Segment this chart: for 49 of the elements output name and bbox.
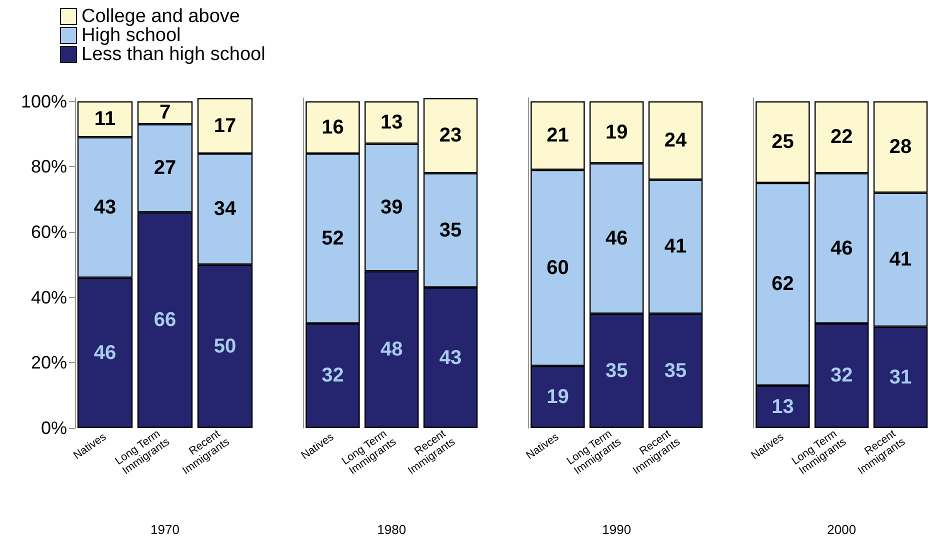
- x-axis-title: 2000: [827, 522, 856, 537]
- data-label: 35: [439, 219, 462, 242]
- y-tick-label: 40%: [30, 287, 67, 308]
- data-label: 43: [94, 196, 116, 218]
- y-tick-label: 0%: [40, 418, 67, 438]
- data-label: 43: [439, 346, 462, 369]
- data-label: 19: [605, 121, 628, 144]
- data-label: 17: [214, 114, 236, 137]
- y-tick-label: 20%: [30, 352, 67, 373]
- legend-label: High school: [82, 25, 181, 46]
- data-label: 46: [830, 237, 853, 260]
- data-label: 27: [154, 157, 176, 180]
- data-label: 39: [380, 196, 403, 218]
- data-label: 13: [380, 112, 403, 134]
- y-tick-label: 80%: [30, 156, 67, 177]
- data-label: 32: [830, 364, 853, 387]
- data-label: 19: [546, 386, 569, 408]
- data-label: 22: [830, 126, 853, 148]
- x-axis-title: 1990: [602, 522, 632, 537]
- data-label: 24: [664, 129, 688, 152]
- legend-label: Less than high school: [82, 44, 266, 65]
- legend-label: College and above: [82, 6, 240, 27]
- data-label: 46: [605, 227, 628, 250]
- data-label: 35: [605, 360, 628, 382]
- data-label: 32: [322, 364, 344, 387]
- x-axis-title: 1980: [377, 522, 406, 537]
- y-tick-label: 100%: [20, 91, 67, 112]
- data-label: 28: [889, 136, 912, 158]
- data-label: 46: [94, 342, 116, 364]
- data-label: 52: [322, 227, 344, 250]
- data-label: 35: [664, 360, 687, 382]
- y-tick-label: 60%: [30, 222, 67, 242]
- data-label: 62: [772, 273, 794, 296]
- data-label: 13: [772, 396, 794, 418]
- data-label: 11: [94, 108, 116, 130]
- data-label: 23: [439, 124, 462, 147]
- data-label: 25: [772, 131, 794, 154]
- x-axis-title: 1970: [150, 522, 180, 537]
- data-label: 48: [380, 338, 403, 361]
- data-label: 34: [214, 198, 237, 220]
- data-label: 7: [159, 102, 171, 124]
- data-label: 41: [889, 248, 912, 271]
- data-label: 60: [546, 256, 569, 279]
- data-label: 50: [214, 335, 236, 358]
- data-label: 21: [546, 124, 569, 147]
- data-label: 16: [322, 116, 344, 138]
- data-label: 41: [664, 236, 687, 258]
- data-label: 31: [889, 366, 912, 388]
- data-label: 66: [154, 309, 176, 332]
